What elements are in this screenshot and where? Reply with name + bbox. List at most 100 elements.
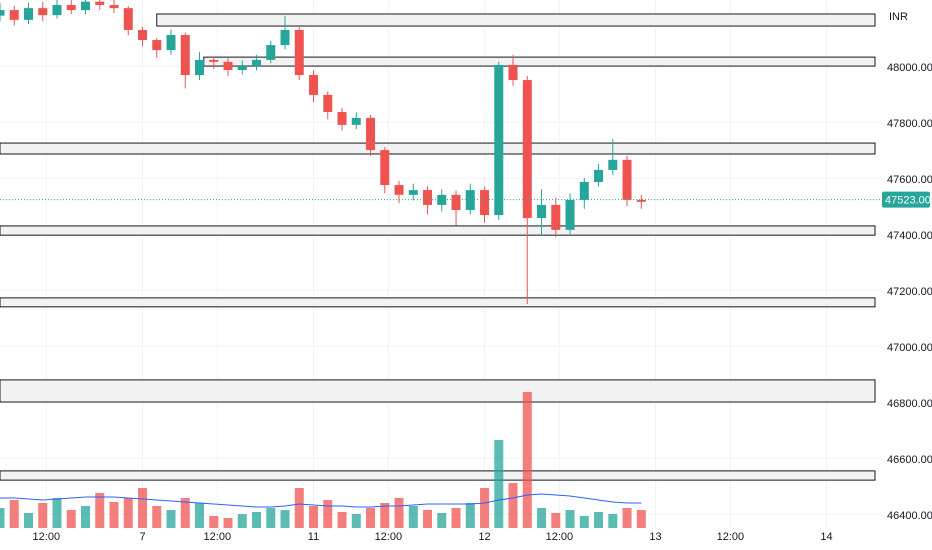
volume-bar	[480, 488, 490, 528]
candle-body	[66, 5, 76, 11]
volume-bar	[0, 508, 5, 528]
axes: 48000.00 47800.00 47600.00 47400.00 47200.00…	[33, 62, 932, 543]
volume-bar	[66, 510, 76, 528]
y-tick-label: 48000.00	[887, 62, 932, 74]
candle-body	[109, 5, 119, 9]
volume-bar	[24, 513, 34, 528]
volume-bar	[123, 498, 133, 528]
volume-bar	[451, 508, 461, 528]
volume-bar	[309, 506, 319, 528]
candle-body	[408, 190, 418, 195]
x-tick-label: 7	[139, 531, 145, 543]
grid	[0, 0, 880, 528]
volume-bar	[437, 513, 447, 528]
volume-bar	[138, 488, 148, 528]
volume-bar	[565, 510, 575, 528]
candle-body	[394, 185, 404, 195]
x-tick-label: 11	[308, 531, 319, 543]
volume-bar	[81, 506, 91, 528]
candle-body	[451, 194, 461, 210]
price-zone	[0, 225, 876, 236]
volume-bar	[266, 508, 276, 528]
price-zone	[0, 379, 876, 403]
candle-body	[565, 199, 575, 230]
volume-bar	[9, 500, 19, 528]
candle-body	[237, 66, 247, 70]
volume-bar	[380, 503, 390, 528]
volume-bar	[608, 514, 618, 528]
volume-bar	[337, 512, 347, 528]
candle-body	[465, 190, 475, 210]
candle-body	[480, 190, 490, 216]
candle-body	[522, 80, 532, 219]
x-tick-label: 12:00	[546, 531, 574, 543]
candle-body	[294, 29, 304, 76]
price-zone	[203, 56, 876, 67]
volume-bar	[494, 440, 504, 528]
candle-body	[594, 169, 604, 182]
volume-bar	[294, 488, 304, 528]
candle-body	[152, 40, 162, 51]
candle-body	[252, 59, 262, 67]
volume-bar	[237, 514, 247, 528]
candle-body	[166, 34, 176, 51]
candle-body	[537, 204, 547, 219]
volume-bar	[465, 503, 475, 528]
candle-body	[223, 61, 233, 70]
candle-body	[608, 159, 618, 170]
candle-body	[636, 199, 646, 202]
volume-bar	[636, 510, 646, 528]
x-tick-label: 12:00	[204, 531, 232, 543]
y-tick-label: 46600.00	[887, 454, 932, 466]
volume-bar	[579, 516, 589, 528]
x-tick-label: 12:00	[717, 531, 745, 543]
x-tick-label: 12:00	[33, 531, 61, 543]
candle-body	[551, 204, 561, 230]
volume-bar	[351, 514, 361, 528]
price-zone	[156, 13, 876, 27]
candle-body	[9, 10, 19, 20]
candle-body	[123, 8, 133, 30]
volume-bar	[109, 502, 119, 528]
candle-body	[38, 8, 48, 16]
candle-body	[209, 59, 219, 62]
volume-bar	[195, 503, 205, 528]
x-tick-label: 12	[478, 531, 490, 543]
candle-body	[579, 181, 589, 200]
y-tick-label: 47400.00	[887, 230, 932, 242]
volume-bar	[152, 506, 162, 528]
candle-body	[380, 150, 390, 186]
y-tick-label: 46400.00	[887, 510, 932, 522]
candle-body	[180, 34, 190, 76]
candle-body	[337, 111, 347, 125]
candle-body	[351, 117, 361, 125]
volume-bar	[52, 498, 62, 528]
x-tick-label: 14	[820, 531, 832, 543]
y-tick-label: 47000.00	[887, 342, 932, 354]
price-zone	[0, 142, 876, 155]
candle-body	[266, 45, 276, 60]
x-tick-label: 13	[649, 531, 661, 543]
volume-bar	[95, 493, 105, 528]
volume-bar	[551, 513, 561, 528]
last-price-label: 47523.00	[885, 195, 931, 207]
volume-bar	[594, 512, 604, 528]
volume-bar	[280, 510, 290, 528]
volume-bar	[166, 510, 176, 528]
currency-label: INR	[889, 11, 908, 23]
candle-body	[494, 64, 504, 216]
volume-bar	[209, 516, 219, 528]
volume-bar	[537, 508, 547, 528]
candle-body	[280, 29, 290, 46]
candle-body	[508, 64, 518, 81]
y-tick-label: 47200.00	[887, 286, 932, 298]
price-zone	[0, 297, 876, 308]
volume-bar	[323, 500, 333, 528]
volume-bar	[394, 498, 404, 528]
volume-bar	[38, 503, 48, 528]
volume-bar	[423, 510, 433, 528]
volume-ma-line	[0, 493, 642, 508]
candle-body	[81, 1, 91, 11]
